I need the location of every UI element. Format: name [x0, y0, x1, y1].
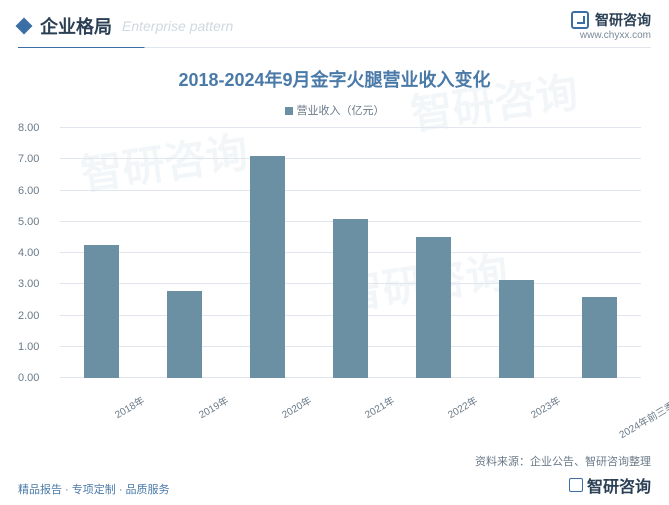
- brand-logo-icon: [571, 11, 589, 29]
- y-tick-label: 7.00: [18, 153, 39, 165]
- y-tick-label: 1.00: [18, 341, 39, 353]
- x-tick-label: 2024年前三季度: [615, 392, 669, 441]
- legend-label: 营业收入（亿元）: [297, 105, 385, 117]
- footer-source: 资料来源：企业公告、智研咨询整理: [475, 453, 651, 469]
- footer-brand-name: 智研咨询: [587, 473, 651, 497]
- y-tick-label: 8.00: [18, 122, 39, 134]
- bar: [84, 245, 119, 378]
- y-tick-label: 2.00: [18, 310, 39, 322]
- bar: [416, 237, 451, 378]
- y-tick-label: 0.00: [18, 372, 39, 384]
- header-title-cn: 企业格局: [40, 13, 112, 39]
- header-divider: [18, 47, 651, 48]
- y-tick-label: 6.00: [18, 185, 39, 197]
- bar: [333, 219, 368, 378]
- bar: [250, 156, 285, 378]
- chart-legend: 营业收入（亿元）: [0, 102, 669, 118]
- diamond-icon: [16, 17, 33, 34]
- chart-plot: 0.001.002.003.004.005.006.007.008.00: [60, 128, 641, 378]
- y-tick-label: 3.00: [18, 278, 39, 290]
- y-tick-label: 5.00: [18, 216, 39, 228]
- brand-name: 智研咨询: [595, 10, 651, 30]
- chart-area: 0.001.002.003.004.005.006.007.008.00 201…: [60, 128, 641, 418]
- bar: [167, 291, 202, 379]
- x-axis-labels: 2018年2019年2020年2021年2022年2023年2024年前三季度: [60, 386, 641, 426]
- header-title-en: Enterprise pattern: [122, 18, 233, 34]
- bar: [582, 297, 617, 378]
- header-brand: 智研咨询 www.chyxx.com: [571, 10, 651, 41]
- header: 企业格局 Enterprise pattern 智研咨询 www.chyxx.c…: [0, 0, 669, 41]
- y-tick-label: 4.00: [18, 247, 39, 259]
- chart-title: 2018-2024年9月金字火腿营业收入变化: [0, 66, 669, 92]
- x-tick-label: 2021年: [361, 392, 396, 421]
- brand-url: www.chyxx.com: [571, 30, 651, 41]
- x-tick-label: 2019年: [195, 392, 230, 421]
- footer-left-text: 精品报告 · 专项定制 · 品质服务: [18, 481, 170, 497]
- grid-line: [60, 127, 641, 128]
- x-tick-label: 2023年: [527, 392, 562, 421]
- grid-line: [60, 190, 641, 191]
- x-tick-label: 2020年: [278, 392, 313, 421]
- bar: [499, 280, 534, 378]
- legend-swatch: [285, 107, 293, 115]
- grid-line: [60, 158, 641, 159]
- footer: 精品报告 · 专项定制 · 品质服务 资料来源：企业公告、智研咨询整理 智研咨询: [18, 453, 651, 497]
- x-tick-label: 2022年: [444, 392, 479, 421]
- x-tick-label: 2018年: [112, 392, 147, 421]
- footer-brand-logo-icon: [569, 478, 583, 492]
